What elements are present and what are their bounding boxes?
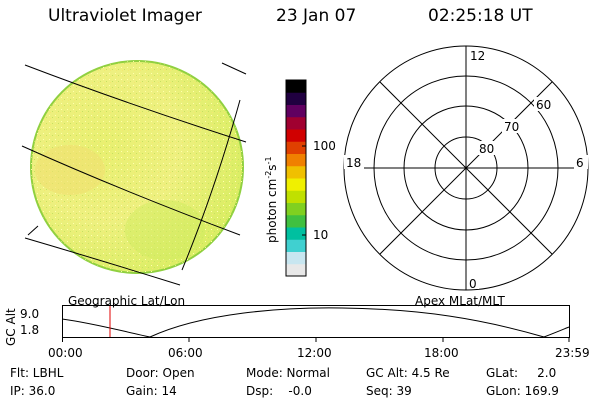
colorbar-stripe — [286, 190, 306, 203]
colorbar-stripe — [286, 239, 306, 252]
meta-gc-alt: GC Alt: 4.5 Re — [366, 366, 450, 380]
colorbar-stripe — [286, 165, 306, 179]
polar-label-60: 60 — [536, 98, 551, 112]
timeline-y-axis-label: GC Alt — [4, 308, 18, 346]
polar-label-70: 70 — [504, 120, 519, 134]
meta-glat: GLat: 2.0 — [486, 366, 557, 380]
timeline-ytick-top: 9.0 — [20, 307, 40, 321]
meta-seq: Seq: 39 — [366, 384, 412, 398]
colorbar-stripe — [286, 116, 306, 130]
meta-ip: IP: 36.0 — [10, 384, 56, 398]
colorbar-stripe — [286, 141, 306, 154]
meta-gain: Gain: 14 — [126, 384, 177, 398]
colorbar-stripe — [286, 129, 306, 142]
timeline-xtick-1200: 12:00 — [297, 346, 332, 360]
polar-label-0: 0 — [469, 277, 477, 291]
timeline-right-title: Apex MLat/MLT — [415, 294, 505, 308]
colorbar-stripe — [286, 251, 306, 265]
polar-label-18: 18 — [346, 156, 361, 170]
geo-grid-lines — [21, 62, 247, 286]
polar-label-80: 80 — [479, 142, 494, 156]
meta-door: Door: Open — [126, 366, 195, 380]
uv-earth-image — [21, 60, 247, 286]
polar-plot: 12 18 6 0 60 70 80 — [343, 45, 589, 291]
colorbar-stripe — [286, 153, 306, 167]
timeline-xtick-0600: 06:00 — [168, 346, 203, 360]
meta-filter: Flt: LBHL — [10, 366, 64, 380]
colorbar-stripe — [286, 227, 306, 240]
instrument-title: Ultraviolet Imager — [48, 6, 202, 26]
timeline-frame — [62, 305, 570, 338]
timeline-ytick-bottom: 1.8 — [20, 323, 40, 337]
colorbar-stripe — [286, 214, 306, 228]
colorbar — [285, 79, 307, 277]
meta-dsp: Dsp: -0.0 — [246, 384, 312, 398]
colorbar-stripe — [286, 80, 306, 93]
timeline-xtick-1800: 18:00 — [424, 346, 459, 360]
timeline-xtick-0000: 00:00 — [48, 346, 83, 360]
colorbar-stripe — [286, 263, 306, 277]
colorbar-unit-label: photon cm-2s-1 — [264, 156, 279, 243]
timeline-plot — [62, 305, 570, 342]
colorbar-stripes — [286, 80, 306, 277]
colorbar-stripe — [286, 92, 306, 105]
colorbar-stripe — [286, 202, 306, 216]
colorbar-tick-10: 10 — [313, 228, 329, 242]
meta-glon: GLon: 169.9 — [486, 384, 559, 398]
altitude-curve — [62, 307, 570, 338]
meta-mode: Mode: Normal — [246, 366, 330, 380]
timeline-left-title: Geographic Lat/Lon — [68, 294, 186, 308]
timeline-xtick-2359: 23:59 — [555, 346, 590, 360]
colorbar-stripe — [286, 104, 306, 118]
colorbar-tick-100: 100 — [313, 139, 336, 153]
polar-label-12: 12 — [470, 49, 485, 63]
time-label: 02:25:18 UT — [428, 6, 533, 26]
polar-label-6: 6 — [576, 156, 584, 170]
date-label: 23 Jan 07 — [276, 6, 357, 26]
colorbar-stripe — [286, 178, 306, 191]
